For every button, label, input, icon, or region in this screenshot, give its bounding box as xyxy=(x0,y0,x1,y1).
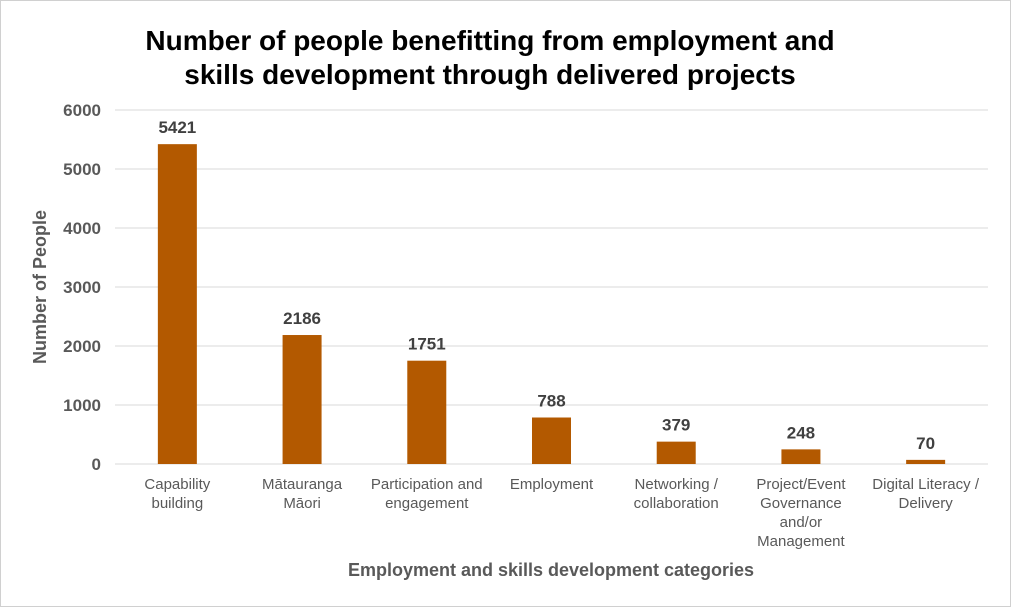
chart-title-line-2: skills development through delivered pro… xyxy=(184,59,796,90)
y-tick-label: 1000 xyxy=(63,396,101,415)
data-label: 2186 xyxy=(283,309,321,328)
chart-title: Number of people benefitting from employ… xyxy=(60,24,920,92)
x-category-label-line: Mātauranga xyxy=(262,476,343,493)
y-axis-tick-labels: 0 1000 2000 3000 4000 5000 6000 xyxy=(63,101,101,474)
x-category-label-line: Project/Event xyxy=(756,476,846,493)
x-category-label-line: Governance xyxy=(760,495,842,512)
y-axis-title: Number of People xyxy=(30,210,50,364)
x-category-label-line: Capability xyxy=(144,476,210,493)
bar xyxy=(781,449,821,464)
y-tick-label: 5000 xyxy=(63,160,101,179)
data-label: 70 xyxy=(916,434,935,453)
bar xyxy=(656,441,696,464)
x-category-label-line: building xyxy=(151,495,203,512)
x-category-label-line: Delivery xyxy=(899,495,954,512)
chart-title-line-1: Number of people benefitting from employ… xyxy=(145,25,835,56)
y-tick-label: 6000 xyxy=(63,101,101,120)
y-tick-label: 2000 xyxy=(63,337,101,356)
x-category-label-line: Networking / xyxy=(635,476,719,493)
x-category-label: Participation and engagement xyxy=(371,476,483,512)
x-category-label: Employment xyxy=(510,476,594,493)
x-category-label: Digital Literacy / Delivery xyxy=(872,476,980,512)
data-label: 5421 xyxy=(158,118,196,137)
x-axis-title: Employment and skills development catego… xyxy=(348,560,754,580)
y-tick-label: 4000 xyxy=(63,219,101,238)
bar xyxy=(282,335,322,464)
bar xyxy=(532,417,571,464)
x-category-label-line: Participation and xyxy=(371,476,483,493)
x-category-label-line: engagement xyxy=(385,495,469,512)
x-category-label-line: Employment xyxy=(510,476,594,493)
bar xyxy=(157,144,197,464)
data-label: 248 xyxy=(787,423,815,442)
bar xyxy=(407,360,447,464)
x-axis-category-labels: Capability building Mātauranga Māori Partici… xyxy=(144,476,979,550)
x-category-label-line: Management xyxy=(757,533,845,550)
x-category-label-line: and/or xyxy=(780,514,823,531)
y-tick-label: 3000 xyxy=(63,278,101,297)
data-labels: 5421 2186 1751 788 379 248 70 xyxy=(158,118,935,453)
x-category-label: Project/Event Governance and/or Management xyxy=(756,476,846,550)
data-label: 1751 xyxy=(408,335,446,354)
data-label: 379 xyxy=(662,416,690,435)
x-category-label: Networking / collaboration xyxy=(634,476,719,512)
y-tick-label: 0 xyxy=(92,455,101,474)
x-category-label-line: Māori xyxy=(283,495,321,512)
bar xyxy=(906,459,946,464)
x-category-label-line: collaboration xyxy=(634,495,719,512)
x-category-label: Mātauranga Māori xyxy=(262,476,343,512)
gridlines xyxy=(115,109,988,465)
x-category-label: Capability building xyxy=(144,476,210,512)
data-label: 788 xyxy=(537,392,565,411)
bars xyxy=(157,144,946,464)
x-category-label-line: Digital Literacy / xyxy=(872,476,980,493)
